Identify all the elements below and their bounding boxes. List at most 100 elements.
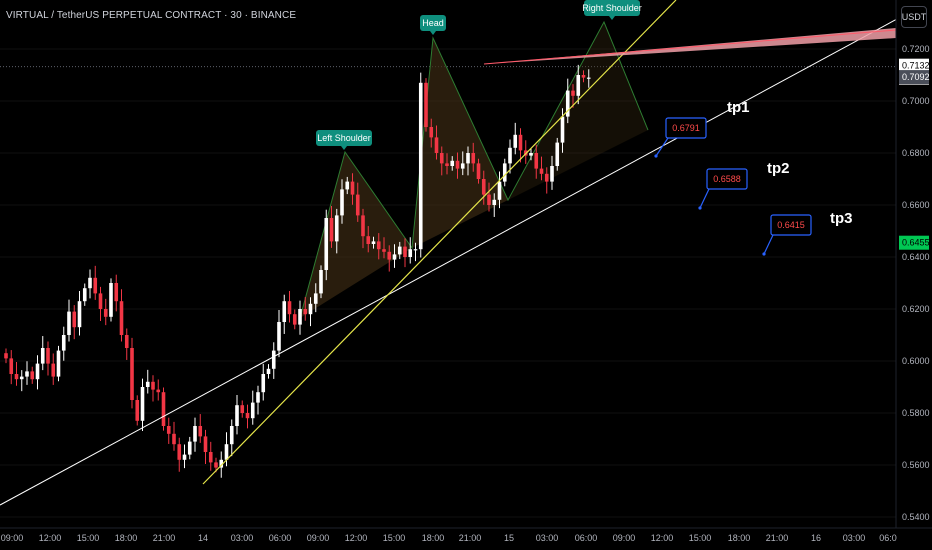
candle	[172, 421, 176, 451]
take-profit-label: tp2	[767, 160, 790, 177]
pattern-outline	[299, 20, 649, 319]
y-tick-label: 0.7200	[902, 44, 930, 54]
candle	[445, 153, 449, 175]
annotations: Left Shoulder Head Right Shoulder 0.6791 tp1…	[316, 0, 853, 256]
candle	[429, 118, 434, 148]
candle	[471, 142, 476, 172]
candle	[145, 369, 150, 394]
candle	[550, 155, 554, 190]
chart-title: VIRTUAL / TetherUS PERPETUAL CONTRACT · …	[6, 10, 297, 21]
x-tick-label: 09:00	[307, 533, 330, 543]
candle	[82, 283, 87, 306]
candle	[319, 265, 323, 299]
candle	[203, 429, 208, 464]
y-tick-label: 0.5400	[902, 512, 930, 522]
candle	[46, 341, 50, 376]
candle	[418, 72, 423, 258]
candle	[298, 300, 302, 335]
currency-button[interactable]: USDT	[901, 6, 927, 28]
svg-text:Left Shoulder: Left Shoulder	[317, 133, 371, 143]
x-tick-label: 21:00	[766, 533, 789, 543]
candle	[460, 151, 465, 176]
candle	[25, 361, 29, 385]
candle	[250, 390, 255, 425]
x-tick-label: 12:00	[345, 533, 368, 543]
candle	[392, 244, 397, 268]
y-tick-label: 0.6000	[902, 356, 930, 366]
svg-text:0.6415: 0.6415	[777, 220, 805, 230]
right-shoulder-fill	[508, 22, 648, 200]
candle	[329, 206, 334, 248]
x-tick-label: 12:00	[39, 533, 62, 543]
candle	[292, 309, 297, 330]
x-tick-label: 18:00	[115, 533, 138, 543]
candle	[345, 176, 350, 195]
x-tick-label: 03:00	[231, 533, 254, 543]
x-tick-label: 16	[811, 533, 821, 543]
candle	[177, 437, 182, 472]
trendlines	[0, 0, 932, 506]
candle	[508, 139, 512, 174]
take-profit-target[interactable]: 0.6588 tp2	[698, 160, 790, 210]
candle	[466, 146, 470, 176]
svg-text:0.6455: 0.6455	[902, 238, 930, 248]
candle	[439, 146, 444, 176]
candle	[565, 78, 570, 124]
candle	[544, 167, 549, 194]
y-tick-label: 0.7000	[902, 96, 930, 106]
resistance-line	[483, 29, 897, 65]
candle	[408, 237, 413, 264]
pattern-label: Right Shoulder	[582, 0, 642, 20]
candle	[403, 238, 407, 268]
take-profit-label: tp3	[830, 210, 853, 227]
candle	[555, 137, 560, 171]
candle	[529, 148, 533, 161]
price-axis-panel[interactable]	[896, 0, 932, 550]
x-tick-label: 21:00	[153, 533, 176, 543]
take-profit-target[interactable]: 0.6791 tp1	[654, 99, 750, 158]
grid-lines	[0, 48, 896, 518]
prev-close-tag: 0.7092	[899, 70, 930, 85]
candle	[308, 297, 313, 327]
svg-text:0.6791: 0.6791	[672, 123, 700, 133]
candle	[30, 366, 35, 384]
candle	[581, 70, 586, 83]
candle	[476, 158, 481, 184]
candle	[166, 417, 171, 444]
x-tick-label: 06:00	[575, 533, 598, 543]
candle	[61, 326, 66, 361]
candle	[245, 404, 250, 429]
candle	[240, 400, 245, 418]
candle	[19, 370, 24, 392]
candle	[350, 173, 355, 205]
x-tick-label: 15:00	[689, 533, 712, 543]
candle	[277, 310, 281, 358]
take-profit-target[interactable]: 0.6415 tp3	[762, 210, 853, 256]
y-tick-label: 0.6600	[902, 200, 930, 210]
svg-text:Right Shoulder: Right Shoulder	[582, 3, 642, 13]
candle	[114, 274, 119, 312]
candle	[182, 444, 187, 469]
candle	[98, 286, 103, 321]
y-tick-label: 0.5600	[902, 460, 930, 470]
x-tick-label: 12:00	[651, 533, 674, 543]
candle	[9, 350, 14, 385]
candle	[324, 209, 329, 281]
candles	[4, 64, 591, 478]
candle	[35, 355, 40, 390]
candle	[103, 298, 108, 326]
candle	[67, 299, 71, 342]
candle	[450, 156, 455, 171]
candle	[571, 84, 575, 108]
candle	[513, 122, 518, 155]
candle	[161, 387, 166, 431]
candle	[434, 125, 439, 160]
candle	[130, 337, 134, 409]
left-shoulder-fill	[300, 152, 412, 318]
candle	[303, 297, 308, 321]
candle	[487, 182, 491, 212]
candle	[14, 362, 19, 386]
candle	[271, 342, 276, 379]
x-tick-label: 15:00	[77, 533, 100, 543]
